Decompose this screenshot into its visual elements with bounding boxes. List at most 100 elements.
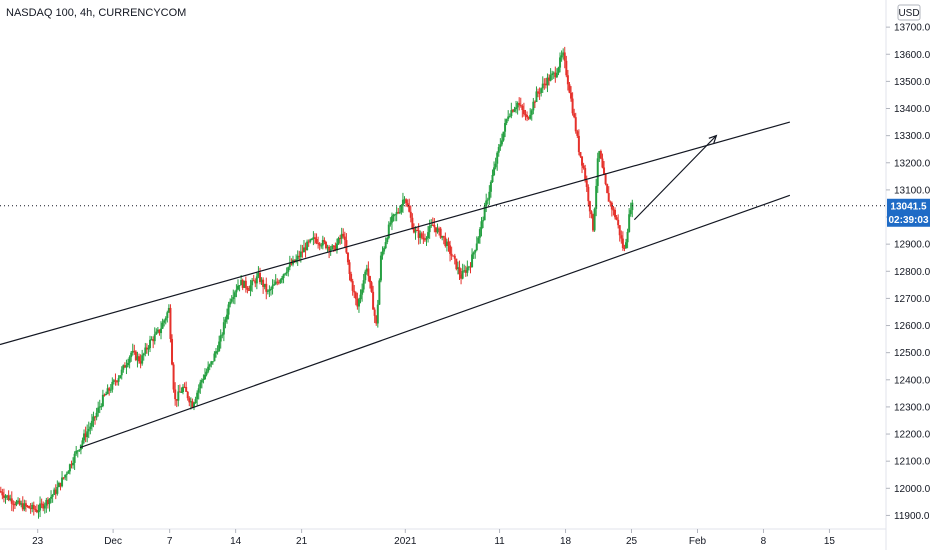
candle-body-down [620, 235, 623, 239]
candle-body-down [592, 214, 595, 231]
y-tick-label: 12500.0 [894, 348, 931, 359]
candle-body-down [563, 52, 566, 61]
candle-body-up [379, 255, 382, 281]
candle-body-up [555, 73, 558, 78]
candle-body-down [409, 211, 412, 218]
candle-body-up [39, 503, 42, 511]
candle-body-down [420, 233, 423, 238]
y-tick-label: 12600.0 [894, 321, 931, 332]
candle-body-down [442, 235, 445, 238]
candle-body-up [164, 318, 167, 321]
price-tag-value: 13041.5 [890, 201, 927, 212]
candle-body-up [510, 110, 513, 117]
candle-body-up [105, 394, 108, 396]
candle-body-down [458, 267, 461, 275]
candle-body-up [257, 272, 260, 277]
candle-body-up [284, 273, 287, 275]
candle-body-down [368, 276, 371, 283]
candle-body-up [361, 289, 364, 295]
candle-body-up [112, 380, 115, 382]
candle-layer [0, 46, 634, 519]
candle-body-down [604, 174, 607, 185]
candle-body-up [456, 267, 459, 270]
candle-body-down [397, 211, 400, 213]
candle-body-down [412, 228, 415, 233]
x-axis-labels: 23 Dec 7 14 21 2021 11 18 25 Feb 8 15 [32, 529, 835, 547]
candle-body-up [489, 182, 492, 192]
candle-body-down [433, 225, 436, 228]
candle-body-down [609, 201, 612, 203]
candle-body-down [576, 131, 579, 136]
candle-body-up [436, 228, 439, 233]
candle-body-up [9, 498, 12, 500]
candle-body-down [324, 242, 327, 249]
candle-body-down [145, 347, 148, 350]
y-tick-label: 13100.0 [894, 185, 931, 196]
candle-body-up [222, 322, 225, 335]
y-tick-label: 13400.0 [894, 104, 931, 115]
candle-body-up [502, 131, 505, 141]
candle-body-down [183, 386, 186, 388]
candle-body-up [306, 241, 309, 251]
candle-body-down [519, 105, 522, 107]
candle-body-up [483, 206, 486, 221]
candle-body-up [163, 320, 166, 323]
candle-body-down [315, 238, 318, 243]
candle-body-up [142, 353, 145, 356]
candle-body-down [265, 283, 268, 292]
candle-body-up [427, 232, 430, 239]
candle-body-up [549, 75, 552, 81]
candle-body-up [364, 271, 367, 281]
candle-body-up [238, 285, 241, 287]
candle-body-up [73, 453, 76, 463]
candle-body-down [439, 228, 442, 238]
candle-body-up [97, 407, 100, 413]
candle-body-down [116, 381, 119, 383]
candle-body-down [423, 239, 426, 241]
candle-body-up [95, 412, 98, 418]
candle-body-down [7, 495, 10, 500]
candle-body-up [128, 357, 131, 363]
candle-body-down [431, 224, 434, 226]
candle-body-down [543, 83, 546, 85]
candle-body-down [587, 186, 590, 202]
candle-body-up [120, 369, 123, 376]
x-tick-label: 2021 [394, 536, 417, 547]
x-tick-label: 8 [761, 536, 767, 547]
candle-body-up [61, 477, 64, 487]
candle-body-down [453, 255, 456, 259]
candle-body-up [131, 350, 134, 353]
candle-body-down [350, 273, 353, 282]
candle-body-down [26, 506, 29, 508]
candle-body-down [615, 217, 618, 220]
candle-body-down [301, 251, 304, 253]
candle-body-up [595, 185, 598, 209]
candle-body-down [18, 500, 21, 505]
candle-body-down [405, 199, 408, 204]
candle-body-up [20, 503, 23, 505]
candle-body-up [273, 284, 276, 286]
candle-body-up [280, 278, 283, 280]
candle-body-down [537, 91, 540, 93]
candle-body-up [403, 199, 406, 201]
candle-body-down [339, 238, 342, 240]
candle-body-down [21, 503, 24, 510]
candle-body-up [43, 505, 46, 509]
candle-body-down [293, 259, 296, 262]
currency-badge[interactable]: USD [897, 4, 921, 21]
candle-body-down [346, 252, 349, 263]
candle-body-down [318, 243, 321, 246]
candle-body-up [205, 371, 208, 375]
candle-body-down [570, 92, 573, 99]
candle-body-up [119, 375, 122, 379]
candle-body-up [414, 230, 417, 233]
candle-body-down [29, 508, 32, 510]
candle-body-up [340, 233, 343, 239]
candle-body-up [193, 403, 196, 408]
candle-body-down [42, 503, 45, 509]
candle-body-up [475, 243, 478, 251]
candle-body-down [54, 489, 57, 494]
candle-body-up [516, 102, 519, 108]
